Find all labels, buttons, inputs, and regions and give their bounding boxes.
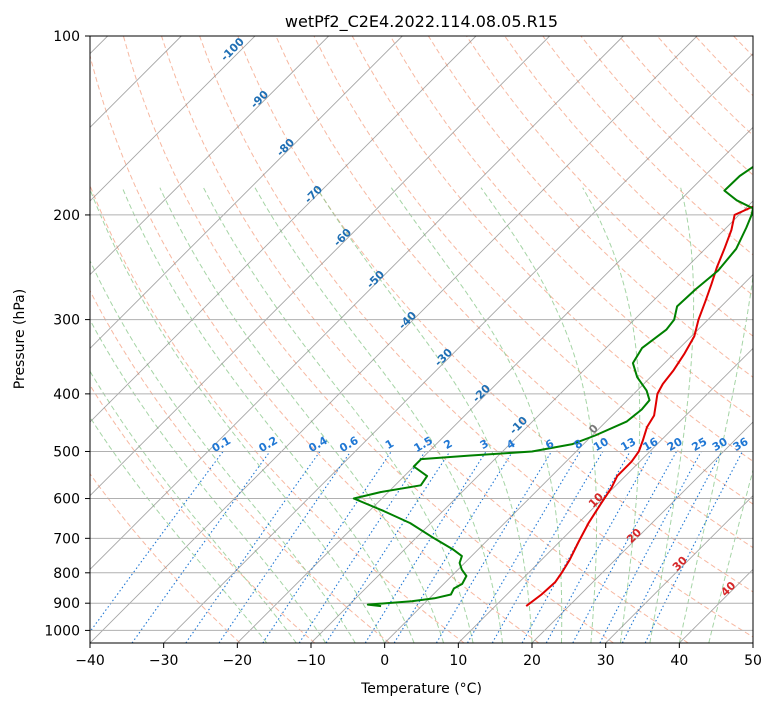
moist-adiabat [90, 187, 386, 643]
isotherm-line [90, 36, 477, 423]
data-series [352, 165, 753, 608]
moist-adiabat [203, 187, 474, 643]
moist-adiabat [582, 187, 641, 643]
x-tick-label: 10 [449, 653, 467, 669]
y-tick-label: 500 [53, 444, 80, 460]
mixing-ratio-line [545, 451, 653, 643]
moist-adiabat [390, 187, 563, 643]
isotherm-line [90, 36, 698, 643]
dry-adiabat [199, 36, 753, 638]
x-tick-label: −20 [223, 653, 253, 669]
isotherm-line [90, 36, 550, 497]
mixing-ratio-line [262, 451, 392, 643]
moist-adiabat [90, 416, 268, 643]
x-tick-label: 40 [670, 653, 688, 669]
moist-adiabat [90, 318, 327, 643]
y-tick-label: 100 [53, 29, 80, 45]
isotherm-line [90, 36, 624, 570]
mixing-ratio-line [572, 451, 677, 643]
isotherm-line [90, 36, 329, 276]
dewpoint-line [352, 165, 753, 608]
chart-title: wetPf2_C2E4.2022.114.08.05.R15 [285, 12, 558, 32]
dry-adiabat [351, 36, 753, 462]
isotherm-line [163, 53, 753, 643]
dry-adiabat [427, 36, 753, 378]
mixing-ratio-line [185, 451, 321, 643]
y-tick-label: 700 [53, 531, 80, 547]
dry-adiabat [504, 36, 753, 296]
x-axis-title: Temperature (°C) [360, 681, 482, 697]
mixing-ratio-line [131, 451, 271, 643]
dry-adiabat [90, 472, 241, 643]
isotherm-line [458, 347, 753, 643]
moist-adiabat [90, 370, 297, 643]
mixing-ratio-line [599, 451, 702, 643]
pressure-gridlines [90, 36, 753, 631]
moist-adiabat [90, 259, 356, 643]
x-tick-label: 30 [597, 653, 615, 669]
mixing-ratio-line [364, 451, 487, 643]
y-axis-ticks: 100 200 300 400 500 600 700 800 900 1000 [44, 29, 90, 639]
mixing-ratio-line [218, 451, 352, 643]
moist-adiabat [316, 187, 533, 643]
mixing-ratio-line [435, 451, 552, 643]
x-tick-label: −40 [75, 653, 105, 669]
y-tick-label: 200 [53, 208, 80, 224]
x-tick-label: 50 [744, 653, 762, 669]
x-tick-label: −30 [149, 653, 179, 669]
y-axis-title: Pressure (hPa) [12, 289, 28, 389]
x-tick-label: 20 [523, 653, 541, 669]
mixing-ratio-line [325, 451, 451, 643]
dry-adiabat [122, 36, 614, 643]
dry-adiabat [90, 384, 316, 643]
y-tick-label: 1000 [44, 623, 80, 639]
isotherm-line [237, 126, 753, 643]
dry-adiabat [275, 36, 753, 549]
x-axis-ticks: −40 −30 −20 −10 0 10 20 30 40 50 [75, 643, 762, 669]
dry-adiabat [90, 289, 390, 643]
dry-adiabat [161, 36, 689, 643]
dry-adiabat [237, 36, 753, 593]
isotherm-line [605, 495, 753, 643]
background-lines [90, 36, 753, 643]
x-tick-label: −10 [296, 653, 326, 669]
mixing-ratio-line [298, 451, 426, 643]
y-tick-label: 900 [53, 596, 80, 612]
moist-adiabat [121, 187, 415, 643]
y-tick-label: 400 [53, 387, 80, 403]
y-tick-label: 600 [53, 492, 80, 508]
y-tick-label: 300 [53, 313, 80, 329]
temperature-line [525, 205, 753, 607]
y-tick-label: 800 [53, 566, 80, 582]
plot-frame [89, 35, 754, 644]
isotherm-line [531, 421, 753, 643]
dry-adiabat [90, 53, 540, 643]
moist-adiabat [254, 187, 503, 643]
isotherm-line [310, 200, 753, 643]
x-tick-label: 0 [380, 653, 389, 669]
isotherm-line [90, 36, 403, 349]
mixing-ratio-line [90, 451, 224, 633]
isotherm-line [90, 36, 256, 202]
isotherm-line [384, 274, 753, 643]
